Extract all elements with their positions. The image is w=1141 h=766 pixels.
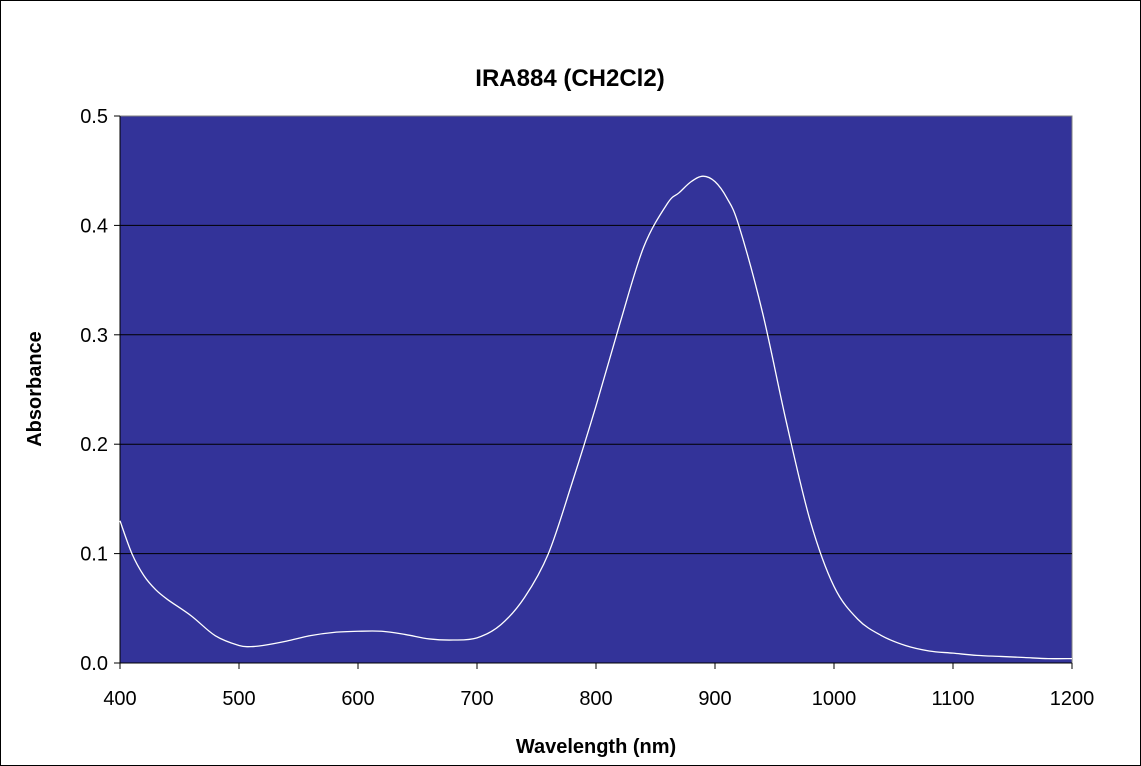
x-tick-label: 1100 <box>931 688 974 710</box>
x-tick-label: 600 <box>341 688 374 710</box>
x-tick-label: 800 <box>579 688 612 710</box>
plot-area <box>119 115 1073 664</box>
absorbance-series-line <box>119 175 1073 660</box>
x-tick-label: 400 <box>103 688 136 710</box>
y-tick-label: 0.3 <box>80 325 108 347</box>
gridlines <box>120 224 1072 555</box>
y-tick-label: 0.4 <box>80 215 108 237</box>
x-tick-label: 1000 <box>812 688 857 710</box>
x-tick-label: 1200 <box>1050 688 1095 710</box>
x-tick-label: 900 <box>698 688 731 710</box>
y-tick-label: 0.2 <box>80 434 108 456</box>
y-tick-label: 0.1 <box>80 544 108 566</box>
series-group <box>119 175 1073 660</box>
y-tick-label: 0.5 <box>80 106 108 128</box>
chart-title: IRA884 (CH2Cl2) <box>475 65 664 92</box>
x-tick-label: 500 <box>222 688 255 710</box>
x-axis-label: Wavelength (nm) <box>516 736 676 758</box>
tick-labels: 0.0 0.1 0.2 0.3 0.4 0.5 400 500 600 700 800 900 1000… <box>80 106 1094 710</box>
y-tick-label: 0.0 <box>80 653 108 675</box>
y-axis-label: Absorbance <box>24 331 46 447</box>
axes <box>114 115 1073 669</box>
x-tick-label: 700 <box>460 688 493 710</box>
